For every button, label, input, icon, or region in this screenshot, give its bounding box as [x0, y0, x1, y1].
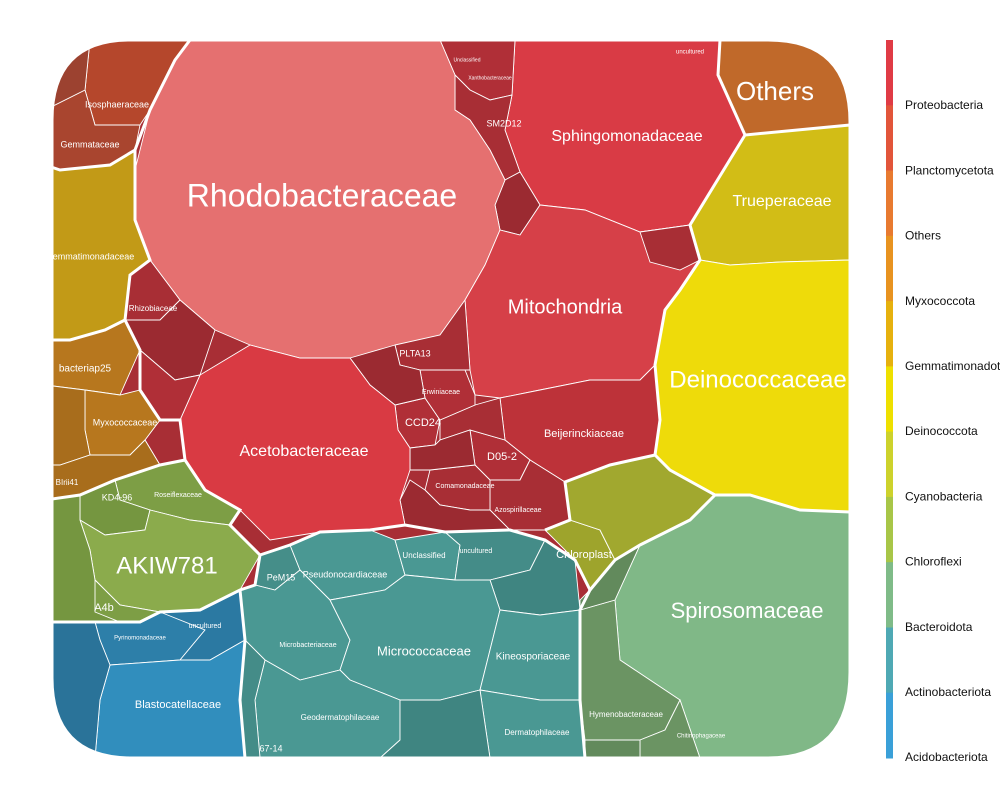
- label-kineosporiaceae: Kineosporiaceae: [496, 652, 571, 663]
- treemap-frame: [50, 38, 852, 760]
- label-birii41: BIrii41: [56, 478, 79, 487]
- legend-swatch: [886, 301, 893, 367]
- label-uncultured-proteo: uncultured: [676, 50, 704, 56]
- treemap-cells: [52, 40, 850, 758]
- label-pem15: PeM15: [267, 572, 296, 582]
- label-bacteriap25: bacteriap25: [59, 364, 112, 375]
- label-spirosomaceae: Spirosomaceae: [671, 598, 824, 623]
- label-beijerinckiaceae: Beijerinckiaceae: [544, 428, 624, 440]
- label-chloroplast: Chloroplast: [556, 549, 612, 561]
- legend-label: Proteobacteria: [905, 98, 983, 112]
- label-hymenobacteraceae: Hymenobacteraceae: [589, 710, 663, 719]
- cell-actino-small-2: [378, 689, 491, 758]
- legend-label: Chloroflexi: [905, 555, 962, 569]
- border-myxococcota: [52, 319, 187, 502]
- legend-label: Others: [905, 229, 941, 243]
- cell-proteo-small-2: [639, 224, 701, 271]
- label-dermatophilaceae: Dermatophilaceae: [505, 728, 570, 737]
- legend-label: Acidobacteriota: [905, 750, 988, 764]
- label-mitochondria: Mitochondria: [508, 296, 623, 318]
- legend-swatch: [886, 627, 893, 694]
- cell-dermatophilaceae: [479, 689, 586, 758]
- legend-swatch: [886, 431, 893, 498]
- cell-proteo-small-5: [409, 429, 476, 471]
- cell-labels: Rhodobacteraceae Mitochondria Sphingomon…: [46, 50, 847, 754]
- border-chloroflexi: [52, 459, 262, 624]
- legend-swatch: [886, 105, 893, 172]
- label-micrococcaceae: Micrococcaceae: [377, 643, 471, 658]
- label-blastocatellaceae: Blastocatellaceae: [135, 699, 221, 711]
- label-roseiflexaceae: Roseiflexaceae: [154, 492, 202, 499]
- label-a4b: A4b: [94, 602, 114, 614]
- label-deinococcaceae: Deinococcaceae: [669, 366, 846, 393]
- legend-label: Deinococcota: [905, 424, 978, 438]
- legend-label: Planctomycetota: [905, 163, 994, 177]
- label-myxococcaceae: Myxococcaceae: [93, 417, 158, 427]
- label-uncultured-actino: uncultured: [460, 548, 493, 555]
- border-gemmatimonadota: [52, 150, 152, 342]
- label-rhodobacteraceae: Rhodobacteraceae: [187, 177, 457, 213]
- label-xanthobacteraceae: Xanthobacteraceae: [468, 75, 512, 81]
- label-erwiniaceae: Erwiniaceae: [422, 389, 460, 396]
- legend-swatch: [886, 235, 893, 302]
- label-trueperaceae: Trueperaceae: [732, 193, 831, 210]
- label-others: Others: [736, 76, 814, 106]
- border-acidobacteriota: [238, 589, 247, 758]
- label-comamonadaceae: Comamonadaceae: [435, 483, 494, 490]
- cell-bacteroidota-small-1: [584, 739, 641, 758]
- border-deinococcota: [653, 123, 850, 514]
- label-chitinophagaceae: Chitinophagaceae: [677, 734, 726, 740]
- cell-chitinophagaceae: [639, 698, 701, 758]
- label-microbacteriaceae: Microbacteriaceae: [279, 642, 336, 649]
- label-geodermatophilaceae: Geodermatophilaceae: [301, 713, 380, 722]
- label-sphingomonadaceae: Sphingomonadaceae: [551, 128, 702, 145]
- legend-swatch: [886, 40, 893, 106]
- label-rhizobiaceae: Rhizobiaceae: [129, 304, 178, 313]
- label-sm2d12: SM2D12: [486, 118, 521, 128]
- legend-swatch: [886, 692, 893, 759]
- label-gemmataceae: Gemmataceae: [60, 139, 119, 149]
- label-kd4-96: KD4-96: [102, 492, 133, 502]
- label-unclassified-proteo: Unclassified: [454, 57, 481, 63]
- label-unclassified-actino: Unclassified: [402, 551, 445, 560]
- legend-label: Myxococcota: [905, 294, 975, 308]
- border-actinobacteriota-top: [259, 523, 592, 758]
- label-plta13: PLTA13: [399, 348, 430, 358]
- label-ccd24: CCD24: [405, 417, 441, 429]
- label-67-14: 67-14: [259, 743, 282, 753]
- label-pyrinomonadaceae: Pyrinomonadaceae: [114, 636, 166, 642]
- label-azospirillaceae: Azospirillaceae: [494, 507, 541, 514]
- chart-legend: Proteobacteria Planctomycetota Others Myxoc…: [886, 40, 1000, 764]
- border-cyanobacteria: [544, 453, 718, 591]
- legend-label: Gemmatimonadota: [905, 359, 1000, 373]
- label-acetobacteraceae: Acetobacteraceae: [240, 443, 369, 460]
- legend-label: Cyanobacteria: [905, 489, 983, 503]
- legend-label: Actinobacteriota: [905, 685, 991, 699]
- legend-swatch: [886, 366, 893, 433]
- label-akiw781: AKIW781: [116, 552, 217, 579]
- legend-swatch: [886, 170, 893, 237]
- legend-swatch: [886, 562, 893, 628]
- label-isosphaeraceae: Isosphaeraceae: [85, 99, 149, 109]
- label-d05-2: D05-2: [487, 451, 517, 463]
- legend-label: Bacteroidota: [905, 620, 973, 634]
- legend-swatch: [886, 496, 893, 563]
- label-gemmatimonadaceae: Gemmatimonadaceae: [46, 251, 135, 261]
- border-others: [716, 40, 747, 136]
- label-pseudonocardiaceae: Pseudonocardiaceae: [303, 569, 388, 579]
- label-uncultured-acido: uncultured: [189, 623, 222, 630]
